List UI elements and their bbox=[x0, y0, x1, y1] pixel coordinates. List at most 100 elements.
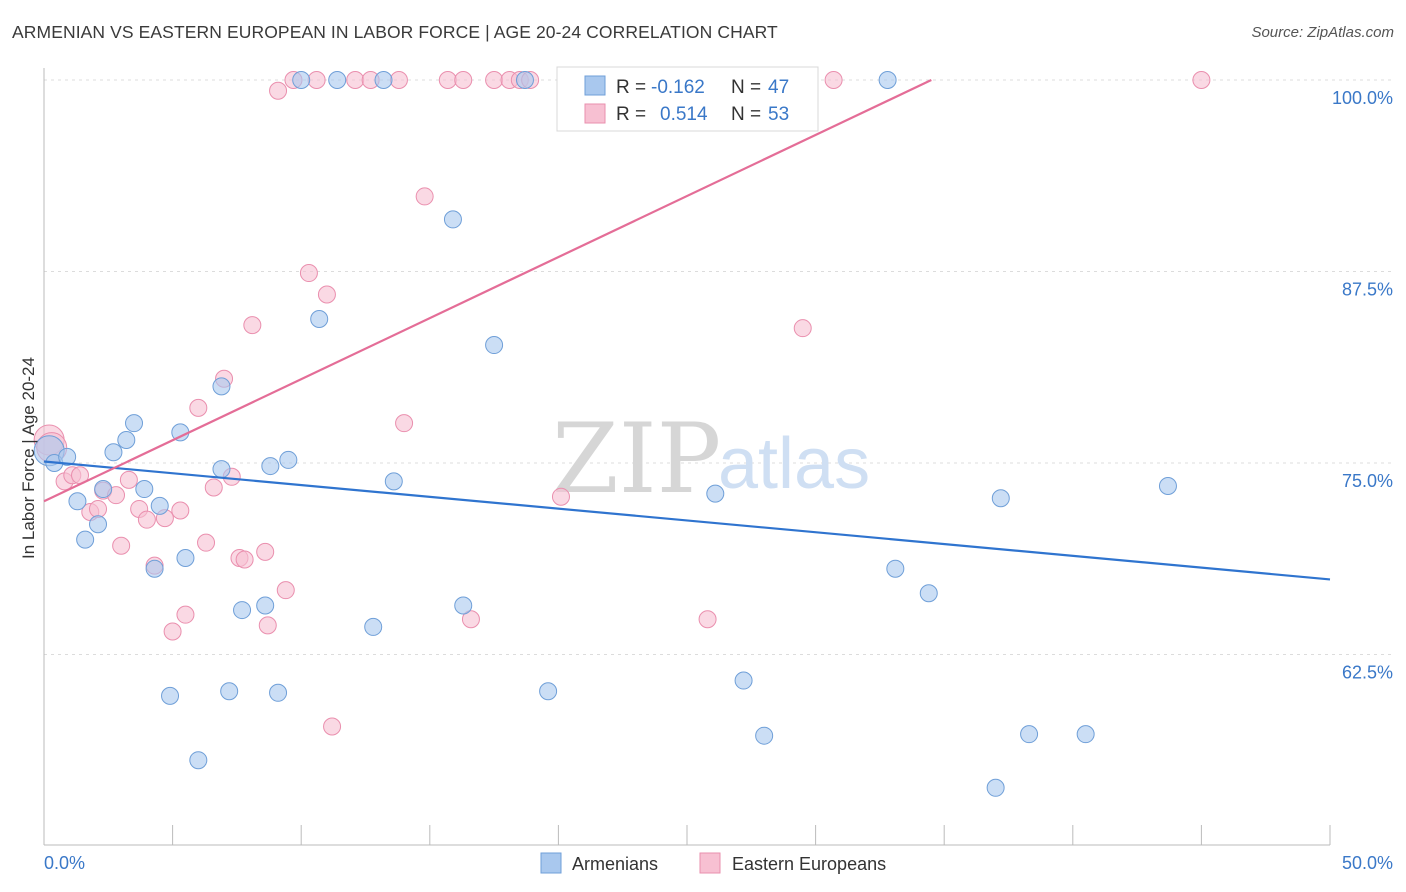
legend-r-label-1: R = bbox=[616, 77, 646, 98]
eastern-european-point-52 bbox=[1192, 71, 1211, 89]
eastern-european-point-38 bbox=[395, 414, 414, 433]
armenian-point-4 bbox=[76, 530, 95, 549]
bottom-legend-swatch-eastern-europeans bbox=[699, 852, 721, 874]
eastern-european-point-30 bbox=[269, 81, 288, 100]
legend-r-label-2: R = bbox=[616, 104, 646, 125]
armenian-point-19 bbox=[220, 682, 239, 701]
x-tick-min: 0.0% bbox=[44, 853, 85, 873]
armenian-point-23 bbox=[269, 683, 288, 702]
armenian-point-32 bbox=[454, 596, 473, 615]
eastern-european-point-32 bbox=[307, 71, 326, 89]
armenian-point-45 bbox=[1076, 725, 1095, 744]
eastern-european-trend-line bbox=[43, 79, 932, 503]
armenian-point-38 bbox=[755, 726, 774, 745]
legend-swatch-eastern-europeans bbox=[584, 103, 606, 124]
eastern-european-point-9 bbox=[112, 536, 131, 555]
armenian-point-31 bbox=[443, 210, 462, 229]
armenian-point-42 bbox=[986, 778, 1005, 797]
armenian-point-13 bbox=[161, 686, 180, 705]
eastern-european-point-20 bbox=[204, 478, 223, 497]
eastern-european-point-43 bbox=[485, 71, 504, 89]
eastern-european-point-15 bbox=[163, 622, 182, 641]
armenian-point-28 bbox=[364, 617, 383, 636]
armenian-point-29 bbox=[374, 71, 393, 89]
y-tick-label-0: 100.0% bbox=[1332, 88, 1393, 108]
armenian-point-3 bbox=[68, 492, 87, 511]
armenian-point-44 bbox=[1020, 725, 1039, 744]
eastern-european-point-26 bbox=[256, 542, 275, 561]
legend-n-value-1: 47 bbox=[768, 77, 789, 98]
eastern-european-point-25 bbox=[243, 316, 262, 335]
legend-n-label-2: N = bbox=[731, 104, 761, 125]
armenian-point-10 bbox=[135, 480, 154, 499]
armenian-point-7 bbox=[104, 443, 123, 462]
armenian-point-40 bbox=[886, 559, 905, 578]
armenian-point-37 bbox=[734, 671, 753, 690]
armenian-trend-line bbox=[43, 460, 1331, 581]
y-tick-label-2: 75.0% bbox=[1342, 471, 1393, 491]
eastern-european-point-24 bbox=[235, 550, 254, 569]
eastern-european-point-40 bbox=[438, 71, 457, 89]
armenian-point-46 bbox=[1158, 476, 1177, 495]
armenian-point-26 bbox=[310, 309, 329, 328]
x-tick-max: 50.0% bbox=[1342, 853, 1393, 873]
eastern-european-point-10 bbox=[119, 470, 138, 489]
y-axis-label: In Labor Force | Age 20-24 bbox=[19, 357, 38, 559]
armenian-point-35 bbox=[539, 682, 558, 701]
armenian-point-12 bbox=[150, 496, 169, 515]
eastern-european-point-18 bbox=[189, 398, 208, 417]
eastern-european-point-16 bbox=[171, 501, 190, 520]
y-tick-label-3: 62.5% bbox=[1342, 663, 1393, 683]
armenian-point-6 bbox=[94, 480, 113, 499]
series-legend: Armenians Eastern Europeans bbox=[540, 852, 886, 874]
eastern-european-point-50 bbox=[793, 319, 812, 338]
armenian-point-25 bbox=[292, 71, 311, 89]
armenian-point-2 bbox=[58, 447, 77, 466]
eastern-european-point-35 bbox=[346, 71, 365, 89]
source-label: Source: ZipAtlas.com bbox=[1251, 24, 1394, 41]
legend-n-value-2: 53 bbox=[768, 104, 789, 125]
watermark-zip: ZIP bbox=[552, 403, 721, 515]
eastern-european-point-31 bbox=[299, 264, 318, 283]
bottom-legend-swatch-armenians bbox=[540, 852, 562, 874]
armenian-point-43 bbox=[991, 489, 1010, 508]
eastern-european-point-41 bbox=[454, 71, 473, 89]
eastern-european-point-47 bbox=[551, 487, 570, 506]
armenian-point-11 bbox=[145, 559, 164, 578]
legend-n-label-1: N = bbox=[731, 77, 761, 98]
armenian-point-18 bbox=[212, 460, 231, 479]
watermark-atlas: atlas bbox=[718, 424, 870, 504]
armenian-point-15 bbox=[176, 548, 195, 567]
armenian-point-5 bbox=[89, 515, 108, 534]
armenian-point-16 bbox=[189, 751, 208, 770]
armenian-point-22 bbox=[261, 457, 280, 476]
eastern-european-point-42 bbox=[461, 610, 480, 629]
armenian-point-21 bbox=[256, 596, 275, 615]
armenian-point-36 bbox=[706, 484, 725, 503]
eastern-european-point-37 bbox=[389, 71, 408, 89]
eastern-european-point-19 bbox=[197, 533, 216, 552]
armenian-point-9 bbox=[125, 414, 144, 433]
eastern-european-point-51 bbox=[824, 71, 843, 89]
armenian-point-39 bbox=[878, 71, 897, 89]
armenian-point-24 bbox=[279, 450, 298, 469]
eastern-european-point-34 bbox=[323, 717, 342, 736]
eastern-european-point-12 bbox=[137, 510, 156, 529]
armenian-point-41 bbox=[919, 584, 938, 603]
legend-swatch-armenians bbox=[584, 75, 606, 96]
eastern-european-point-28 bbox=[276, 581, 295, 600]
bottom-legend-eastern-europeans: Eastern Europeans bbox=[732, 854, 886, 874]
armenian-point-20 bbox=[233, 601, 252, 620]
armenian-point-34 bbox=[515, 71, 534, 89]
eastern-european-point-6 bbox=[89, 499, 108, 518]
legend-r-value-2: 0.514 bbox=[660, 104, 708, 125]
armenian-point-8 bbox=[117, 431, 136, 450]
eastern-european-point-27 bbox=[258, 616, 277, 635]
armenian-point-27 bbox=[328, 71, 347, 89]
eastern-european-point-49 bbox=[698, 610, 717, 629]
stats-legend: R = -0.162 N = 47 R = 0.514 N = 53 bbox=[556, 66, 819, 132]
legend-r-value-1: -0.162 bbox=[651, 77, 705, 98]
armenian-point-30 bbox=[384, 472, 403, 491]
eastern-european-point-17 bbox=[176, 605, 195, 624]
